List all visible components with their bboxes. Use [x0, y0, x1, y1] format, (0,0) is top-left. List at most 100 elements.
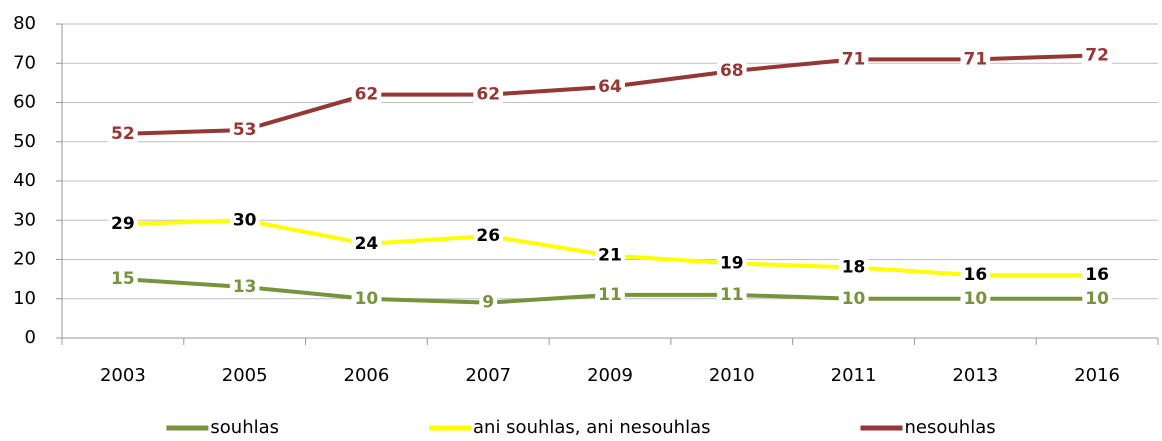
data-label-group: 30	[229, 209, 260, 232]
x-tick-label: 2013	[952, 365, 998, 386]
data-label: 68	[720, 61, 744, 81]
data-label-bg	[1082, 287, 1113, 310]
data-label-group: 11	[716, 283, 747, 306]
data-label-bg	[229, 209, 260, 232]
data-label: 29	[111, 214, 135, 234]
data-label: 11	[598, 285, 622, 305]
legend-label: souhlas	[210, 417, 279, 438]
data-label-bg	[351, 83, 382, 106]
data-label-bg	[479, 291, 498, 314]
data-label-bg	[595, 283, 625, 306]
data-label: 10	[1085, 289, 1109, 309]
x-tick-label: 2016	[1074, 365, 1120, 386]
data-label-bg	[716, 283, 747, 306]
data-label-bg	[108, 213, 138, 236]
data-label-group: 62	[473, 83, 504, 106]
data-label-bg	[1082, 44, 1112, 67]
data-label-group: 16	[1082, 264, 1112, 287]
y-tick-label: 0	[25, 327, 36, 348]
x-tick-label: 2011	[831, 365, 877, 386]
data-label: 62	[476, 85, 500, 105]
x-tick-label: 2010	[709, 365, 755, 386]
data-label: 72	[1085, 45, 1109, 65]
data-label-group: 18	[838, 256, 869, 279]
data-label: 24	[355, 234, 379, 254]
data-label-group: 68	[716, 60, 747, 83]
y-tick-label: 70	[13, 52, 36, 73]
y-tick-label: 60	[13, 92, 36, 113]
x-tick-label: 2007	[465, 365, 511, 386]
data-label: 19	[720, 253, 744, 273]
data-label-group: 15	[108, 268, 138, 291]
data-label: 52	[111, 124, 135, 144]
data-label-bg	[960, 264, 991, 287]
data-label: 26	[476, 226, 500, 246]
y-tick-label: 50	[13, 131, 36, 152]
data-label: 53	[233, 120, 257, 140]
data-label-group: 19	[716, 252, 747, 275]
data-label-bg	[229, 275, 260, 298]
y-tick-label: 40	[13, 170, 36, 191]
x-tick-label: 2006	[344, 365, 390, 386]
y-tick-label: 10	[13, 288, 36, 309]
data-label-bg	[960, 287, 991, 310]
data-label: 16	[1085, 265, 1109, 285]
data-label-bg	[960, 48, 991, 71]
data-label-group: 10	[960, 287, 991, 310]
data-label: 18	[842, 257, 866, 277]
data-label-group: 29	[108, 213, 138, 236]
data-label-group: 62	[351, 83, 382, 106]
data-label: 21	[598, 246, 622, 266]
data-label: 10	[963, 289, 987, 309]
data-label-bg	[229, 118, 260, 141]
x-tick-label: 2005	[222, 365, 268, 386]
data-label-group: 11	[595, 283, 625, 306]
data-label-group: 72	[1082, 44, 1112, 67]
data-label-group: 21	[595, 244, 625, 267]
data-label-group: 26	[473, 224, 504, 247]
data-label-group: 10	[351, 287, 382, 310]
data-label-group: 16	[960, 264, 991, 287]
data-label: 71	[842, 49, 866, 69]
data-label-group: 64	[595, 75, 625, 98]
data-label-bg	[595, 244, 625, 267]
y-tick-label: 30	[13, 209, 36, 230]
data-label-group: 52	[108, 122, 138, 145]
data-label-bg	[716, 60, 747, 83]
data-label: 9	[482, 293, 494, 313]
data-label-bg	[473, 224, 504, 247]
x-tick-label: 2009	[587, 365, 633, 386]
data-label-group: 71	[838, 48, 869, 71]
data-label-bg	[351, 287, 382, 310]
legend: souhlas ani souhlas, ani nesouhlas nesouhl…	[166, 417, 996, 438]
data-label: 13	[233, 277, 257, 297]
data-label-group: 71	[960, 48, 991, 71]
data-label-bg	[473, 83, 504, 106]
data-label-group: 10	[838, 287, 869, 310]
legend-label: nesouhlas	[905, 417, 996, 438]
data-label-group: 53	[229, 118, 260, 141]
data-label: 62	[355, 85, 379, 105]
data-label-bg	[108, 122, 138, 145]
data-label: 15	[111, 269, 135, 289]
data-label: 10	[842, 289, 866, 309]
y-tick-label: 80	[13, 13, 36, 34]
data-label-bg	[838, 256, 869, 279]
data-label-group: 13	[229, 275, 260, 298]
data-label-bg	[716, 252, 747, 275]
data-label-bg	[838, 48, 869, 71]
data-label-group: 9	[479, 291, 498, 314]
y-tick-label: 20	[13, 249, 36, 270]
data-label: 30	[233, 210, 257, 230]
data-label-bg	[1082, 264, 1112, 287]
legend-label: ani souhlas, ani nesouhlas	[473, 417, 710, 438]
data-label-bg	[108, 268, 138, 291]
data-label: 11	[720, 285, 744, 305]
data-label-group: 10	[1082, 287, 1113, 310]
data-label: 71	[963, 49, 987, 69]
data-label-bg	[838, 287, 869, 310]
data-label: 10	[355, 289, 379, 309]
data-label: 16	[963, 265, 987, 285]
